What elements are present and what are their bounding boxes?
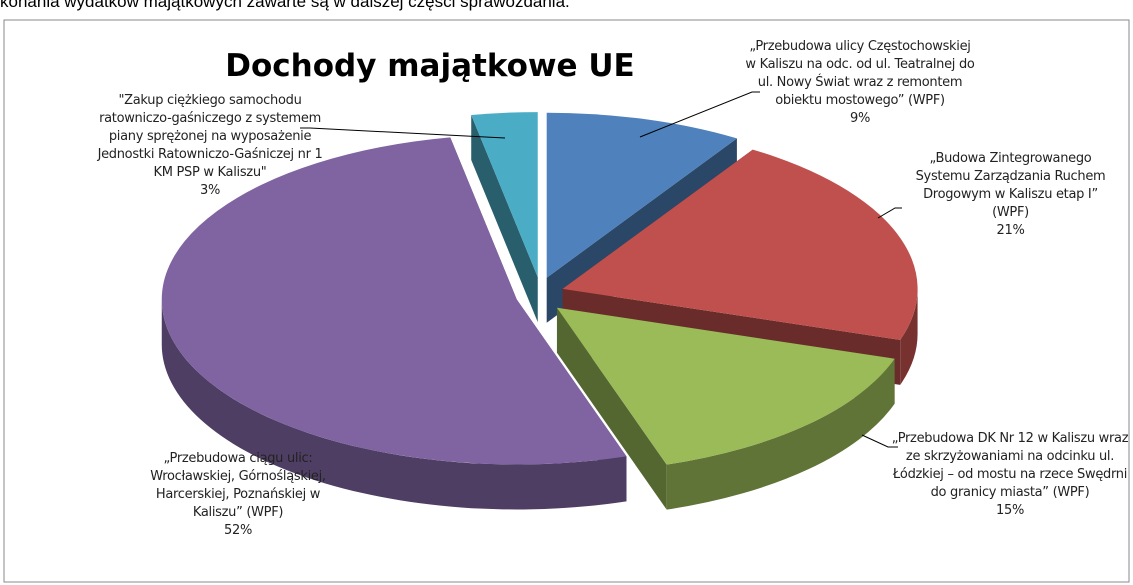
slice-wall bbox=[556, 307, 667, 510]
data-label: „Budowa Zintegrowanego Systemu Zarządzan… bbox=[903, 150, 1118, 240]
chart-title: Dochody majątkowe UE bbox=[225, 48, 634, 84]
data-label: "Zakup ciężkiego samochodu ratowniczo-ga… bbox=[95, 92, 325, 200]
leader-line bbox=[861, 434, 898, 448]
leader-lines bbox=[300, 91, 902, 448]
pie bbox=[161, 112, 918, 510]
slice bbox=[556, 307, 895, 465]
value-label: 9% bbox=[849, 111, 871, 126]
data-label: „Przebudowa DK Nr 12 w Kaliszu wraz ze s… bbox=[890, 430, 1130, 520]
slice-side bbox=[161, 299, 627, 510]
value-label: 3% bbox=[199, 183, 221, 198]
value-label: 21% bbox=[996, 223, 1025, 238]
category-label: „Budowa Zintegrowanego Systemu Zarządzan… bbox=[915, 151, 1106, 220]
slice-side bbox=[900, 288, 918, 385]
value-label: 15% bbox=[996, 503, 1024, 518]
category-label: „Przebudowa DK Nr 12 w Kaliszu wraz ze s… bbox=[891, 431, 1129, 500]
slice-side bbox=[666, 358, 895, 510]
data-label: „Przebudowa ciągu ulic: Wrocławskiej, Gó… bbox=[133, 450, 343, 540]
category-label: "Zakup ciężkiego samochodu ratowniczo-ga… bbox=[97, 93, 323, 180]
leader-line bbox=[300, 127, 506, 139]
value-label: 52% bbox=[224, 523, 252, 538]
slice bbox=[161, 137, 627, 465]
data-label: „Przebudowa ulicy Częstochowskiej w Kali… bbox=[745, 38, 975, 128]
slice bbox=[546, 112, 737, 278]
category-label: „Przebudowa ulicy Częstochowskiej w Kali… bbox=[745, 39, 975, 108]
page-text: konania wydatków majątkowych zawarte są … bbox=[0, 0, 570, 11]
slice bbox=[471, 112, 538, 278]
leader-line bbox=[639, 91, 760, 138]
slice-wall bbox=[471, 115, 538, 323]
slice bbox=[562, 149, 918, 340]
leader-line bbox=[877, 207, 902, 219]
category-label: „Przebudowa ciągu ulic: Wrocławskiej, Gó… bbox=[150, 451, 326, 520]
